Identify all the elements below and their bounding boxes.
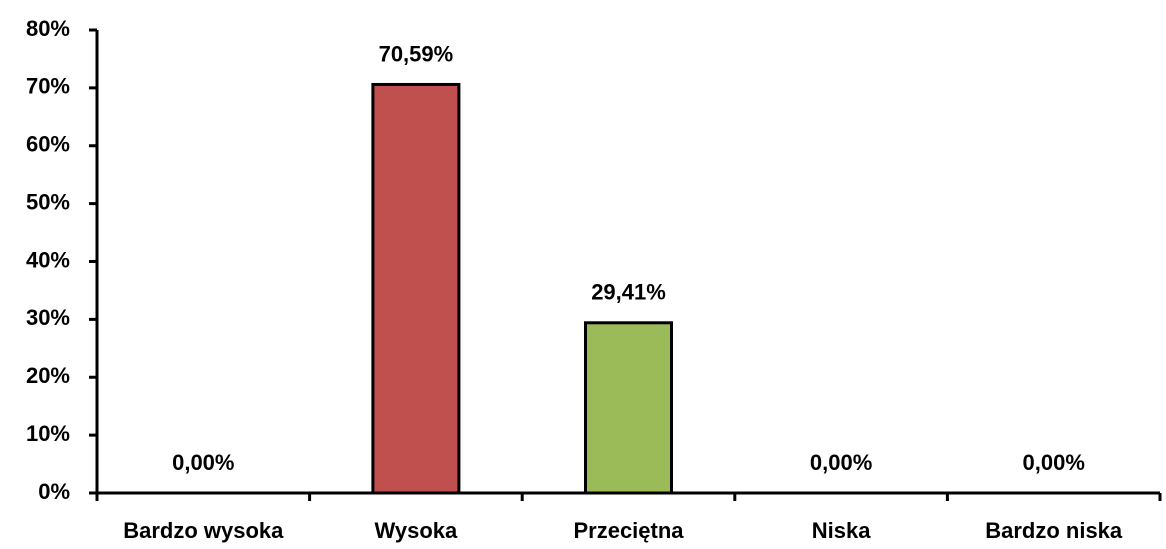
bar [371,82,461,495]
value-label: 0,00% [1023,450,1085,475]
y-tick-label: 10% [26,421,70,446]
y-tick-label: 20% [26,363,70,388]
value-label: 0,00% [810,450,872,475]
x-tick-label: Wysoka [375,518,459,543]
x-tick-label: Bardzo niska [985,518,1123,543]
y-tick-label: 80% [26,16,70,41]
y-tick-label: 50% [26,189,70,214]
bar [584,321,673,495]
y-tick-label: 60% [26,132,70,157]
x-tick-label: Przeciętna [573,518,684,543]
y-tick-label: 70% [26,74,70,99]
y-tick-label: 0% [38,479,70,504]
value-label: 29,41% [591,280,666,305]
y-tick-label: 40% [26,247,70,272]
value-label: 0,00% [172,450,234,475]
value-label: 70,59% [379,41,454,66]
x-tick-label: Bardzo wysoka [123,518,284,543]
y-tick-label: 30% [26,305,70,330]
x-tick-label: Niska [812,518,871,543]
